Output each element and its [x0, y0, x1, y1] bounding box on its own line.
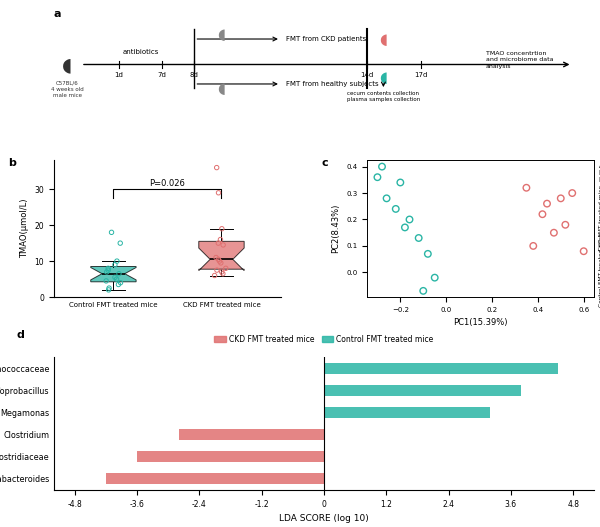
- Point: [214, 255, 223, 264]
- Point: [113, 280, 123, 289]
- Text: 7d: 7d: [158, 72, 166, 78]
- Text: Adonis:
R²=0.148
P<0.001: Adonis: R²=0.148 P<0.001: [599, 163, 600, 183]
- Point: [116, 278, 125, 287]
- Point: [556, 194, 566, 202]
- Point: [214, 189, 223, 197]
- Text: FMT from healthy subjects: FMT from healthy subjects: [286, 81, 379, 87]
- Point: [218, 241, 228, 249]
- Point: [212, 266, 222, 275]
- Point: [549, 229, 559, 237]
- Legend: CKD FMT treated mice, Control FMT treated mice: CKD FMT treated mice, Control FMT treate…: [211, 331, 437, 347]
- Text: d: d: [16, 330, 24, 340]
- Point: [112, 275, 121, 284]
- PathPatch shape: [91, 267, 136, 282]
- Point: [414, 234, 424, 242]
- Y-axis label: TMAO(μmol/L): TMAO(μmol/L): [20, 199, 29, 259]
- Point: [391, 204, 401, 213]
- Point: [400, 223, 410, 232]
- Point: [529, 242, 538, 250]
- Text: ◖: ◖: [379, 32, 388, 46]
- Point: [104, 284, 114, 292]
- Point: [114, 269, 124, 278]
- Text: ◖: ◖: [379, 71, 388, 85]
- Point: [115, 239, 125, 247]
- Text: c: c: [322, 158, 328, 168]
- Point: [107, 228, 116, 237]
- Text: 1d: 1d: [115, 72, 123, 78]
- Point: [221, 264, 230, 272]
- X-axis label: PC1(15.39%): PC1(15.39%): [454, 318, 508, 327]
- Text: ◖: ◖: [62, 55, 73, 74]
- Bar: [137, 451, 324, 462]
- Text: b: b: [8, 158, 16, 168]
- Text: cecum contents collection
plasma samples collection: cecum contents collection plasma samples…: [347, 92, 420, 102]
- Text: Control FMT treated mice: Control FMT treated mice: [599, 232, 600, 307]
- Point: [521, 183, 531, 192]
- Point: [212, 163, 221, 172]
- Point: [405, 215, 415, 223]
- Point: [430, 274, 440, 282]
- Point: [568, 189, 577, 197]
- Point: [103, 264, 113, 272]
- Point: [418, 287, 428, 295]
- Point: [101, 277, 111, 285]
- Text: FMT from CKD patients: FMT from CKD patients: [286, 36, 367, 42]
- Point: [215, 257, 224, 265]
- Point: [211, 253, 221, 262]
- Point: [542, 199, 552, 208]
- Point: [102, 268, 112, 276]
- Point: [538, 210, 547, 218]
- Point: [579, 247, 589, 256]
- Point: [216, 259, 226, 267]
- Text: ◖: ◖: [217, 27, 226, 42]
- Point: [217, 225, 227, 233]
- Text: 14d: 14d: [361, 72, 374, 78]
- Bar: [106, 473, 324, 484]
- Bar: [324, 363, 557, 375]
- Point: [395, 178, 405, 187]
- Text: ◖: ◖: [217, 81, 226, 96]
- Text: P=0.026: P=0.026: [149, 179, 185, 188]
- Y-axis label: PC2(8.43%): PC2(8.43%): [332, 204, 341, 253]
- Point: [104, 286, 113, 294]
- Text: 17d: 17d: [415, 72, 428, 78]
- Text: 8d: 8d: [190, 72, 199, 78]
- Text: antibiotics: antibiotics: [122, 50, 158, 55]
- Point: [103, 266, 113, 275]
- Bar: [324, 407, 490, 418]
- X-axis label: LDA SCORE (log 10): LDA SCORE (log 10): [279, 514, 369, 523]
- Point: [215, 236, 225, 244]
- PathPatch shape: [199, 241, 244, 271]
- Bar: [179, 429, 324, 440]
- Point: [110, 273, 120, 281]
- Point: [373, 173, 382, 181]
- Bar: [324, 385, 521, 396]
- Point: [377, 162, 387, 171]
- Point: [218, 269, 227, 278]
- Text: C57BL/6
4 weeks old
male mice: C57BL/6 4 weeks old male mice: [51, 81, 84, 97]
- Text: CKD FMT treated mice: CKD FMT treated mice: [599, 185, 600, 251]
- Point: [423, 250, 433, 258]
- Text: a: a: [54, 9, 62, 19]
- Point: [214, 239, 223, 247]
- Text: TMAO concentrtion
and microbiome data
analysis: TMAO concentrtion and microbiome data an…: [486, 51, 554, 69]
- Point: [560, 221, 570, 229]
- Point: [110, 260, 120, 269]
- Point: [112, 257, 122, 265]
- Point: [382, 194, 391, 202]
- Point: [217, 268, 226, 276]
- Point: [210, 271, 220, 280]
